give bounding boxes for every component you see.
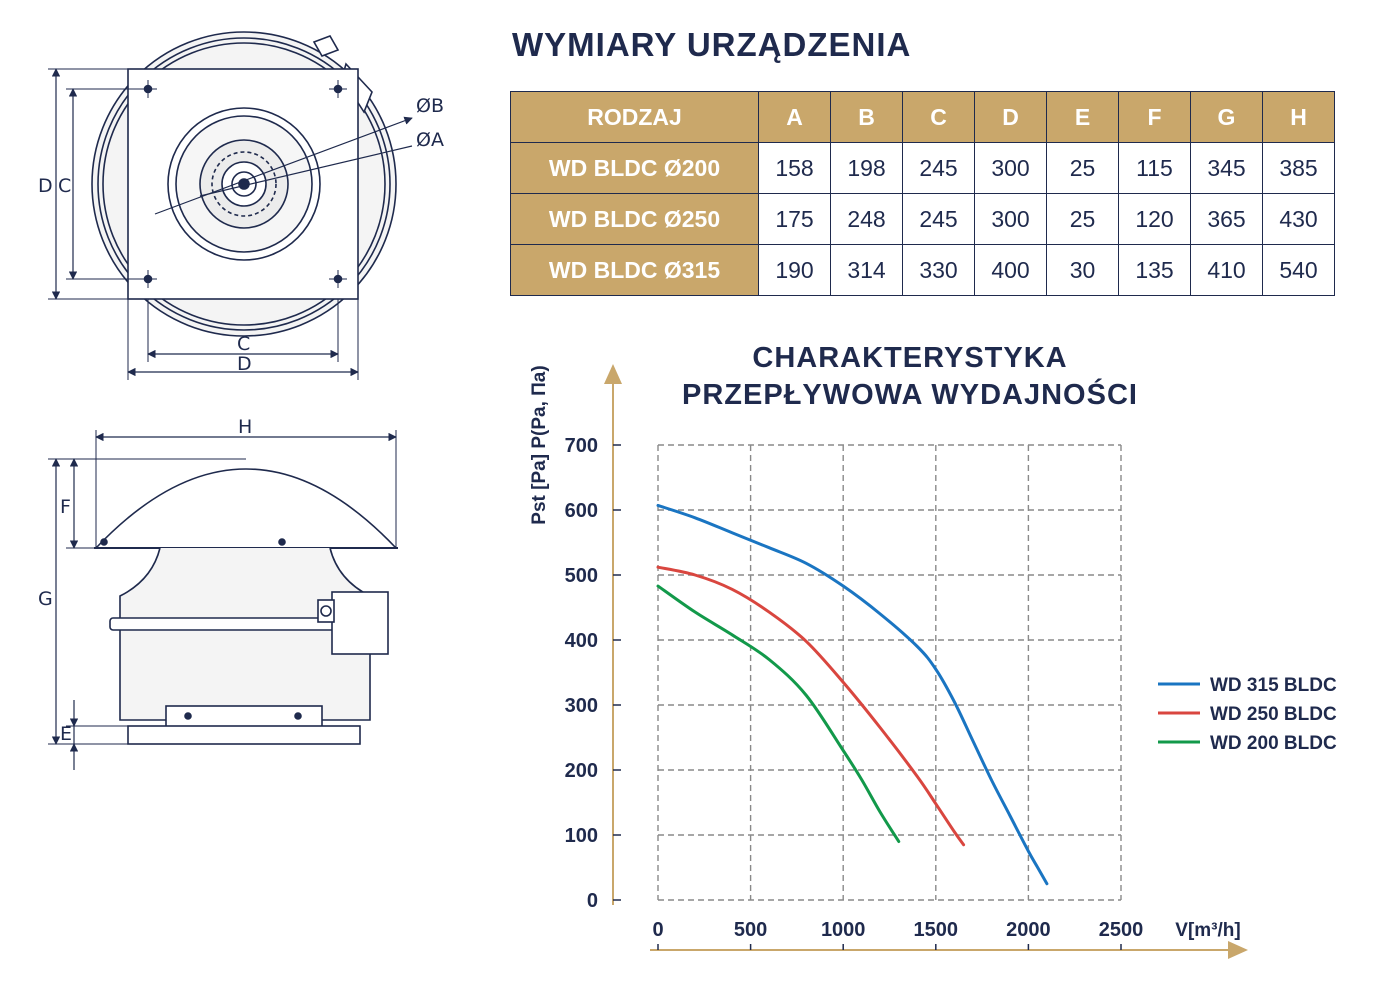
row-label: WD BLDC Ø200	[510, 142, 759, 194]
header-cell: F	[1118, 91, 1191, 143]
header-cell: A	[758, 91, 831, 143]
label-h: H	[238, 416, 252, 438]
series-line-1	[656, 565, 966, 847]
table-cell: 385	[1262, 142, 1335, 194]
table-row: WD BLDC Ø315 190 314 330 400 30 135 410 …	[510, 244, 1335, 296]
table-cell: 190	[758, 244, 831, 296]
table-cell: 158	[758, 142, 831, 194]
label-c-vertical: C	[58, 175, 71, 197]
header-cell: C	[902, 91, 975, 143]
legend-label: WD 250 BLDC	[1210, 704, 1337, 725]
series-line-0	[656, 503, 1049, 886]
chart-series	[656, 503, 1049, 886]
y-tick-label: 600	[565, 500, 598, 522]
header-cell: G	[1190, 91, 1263, 143]
chart-title-line-2: PRZEPŁYWOWA WYDAJNOŚCI	[682, 377, 1138, 411]
side-view-drawing	[48, 430, 398, 770]
table-cell: 245	[902, 193, 975, 245]
y-axis-arrow	[604, 364, 622, 384]
label-f: F	[60, 496, 71, 518]
legend-label: WD 315 BLDC	[1210, 675, 1337, 696]
legend-label: WD 200 BLDC	[1210, 733, 1337, 754]
row-label: WD BLDC Ø250	[510, 193, 759, 245]
chart-title-line-1: CHARAKTERYSTYKA	[752, 342, 1067, 374]
x-axis-title: V[m³/h]	[1175, 920, 1240, 941]
table-cell: 300	[974, 142, 1047, 194]
y-tick-label: 200	[565, 760, 598, 782]
y-tick-label: 500	[565, 565, 598, 587]
dimensions-table: RODZAJ A B C D E F G H WD BLDC Ø200 158 …	[510, 91, 1335, 296]
table-cell: 540	[1262, 244, 1335, 296]
top-view-drawing	[48, 31, 413, 380]
header-cell: H	[1262, 91, 1335, 143]
table-cell: 120	[1118, 193, 1191, 245]
table-cell: 25	[1046, 142, 1119, 194]
chart-axes: 0 100 200 300 400 500 600 700 0 500 1000 1500 2000 25…	[529, 364, 1248, 959]
header-cell: D	[974, 91, 1047, 143]
table-cell: 245	[902, 142, 975, 194]
label-dia-a: ØA	[416, 129, 444, 151]
series-line-2	[656, 584, 901, 843]
table-cell: 135	[1118, 244, 1191, 296]
x-axis-arrow	[1228, 941, 1248, 959]
header-cell: B	[830, 91, 903, 143]
x-tick-label: 1500	[914, 919, 959, 941]
table-cell: 330	[902, 244, 975, 296]
table-cell: 25	[1046, 193, 1119, 245]
table-row: WD BLDC Ø200 158 198 245 300 25 115 345 …	[510, 142, 1335, 194]
x-tick-label: 500	[734, 919, 767, 941]
row-label: WD BLDC Ø315	[510, 244, 759, 296]
y-tick-label: 100	[565, 825, 598, 847]
table-cell: 345	[1190, 142, 1263, 194]
label-d-horizontal: D	[237, 353, 252, 375]
label-d-vertical: D	[38, 175, 53, 197]
x-tick-label: 2500	[1099, 919, 1144, 941]
table-cell: 248	[830, 193, 903, 245]
dimensions-title: WYMIARY URZĄDZENIA	[512, 26, 912, 63]
y-tick-label: 400	[565, 630, 598, 652]
table-cell: 314	[830, 244, 903, 296]
chart-grid	[657, 444, 1122, 901]
y-tick-label: 300	[565, 695, 598, 717]
label-c-horizontal: C	[237, 333, 250, 355]
y-axis-title: Pst [Pa] P(Pa, Па)	[529, 365, 550, 524]
x-tick-label: 2000	[1006, 919, 1051, 941]
table-cell: 410	[1190, 244, 1263, 296]
table-cell: 30	[1046, 244, 1119, 296]
y-tick-label: 0	[587, 890, 598, 912]
label-g: G	[38, 588, 53, 610]
x-tick-label: 1000	[821, 919, 866, 941]
table-cell: 365	[1190, 193, 1263, 245]
chart-legend: WD 315 BLDC WD 250 BLDC WD 200 BLDC	[1158, 675, 1337, 754]
label-dia-b: ØB	[416, 95, 444, 117]
table-cell: 400	[974, 244, 1047, 296]
x-tick-label: 0	[652, 919, 663, 941]
table-cell: 115	[1118, 142, 1191, 194]
table-cell: 175	[758, 193, 831, 245]
table-cell: 300	[974, 193, 1047, 245]
table-row: WD BLDC Ø250 175 248 245 300 25 120 365 …	[510, 193, 1335, 245]
y-tick-label: 700	[565, 435, 598, 457]
header-cell: RODZAJ	[510, 91, 759, 143]
technical-drawings: ØB ØA D C C D H F G E	[38, 31, 444, 770]
table-header-row: RODZAJ A B C D E F G H	[510, 91, 1335, 143]
label-e: E	[60, 723, 72, 745]
